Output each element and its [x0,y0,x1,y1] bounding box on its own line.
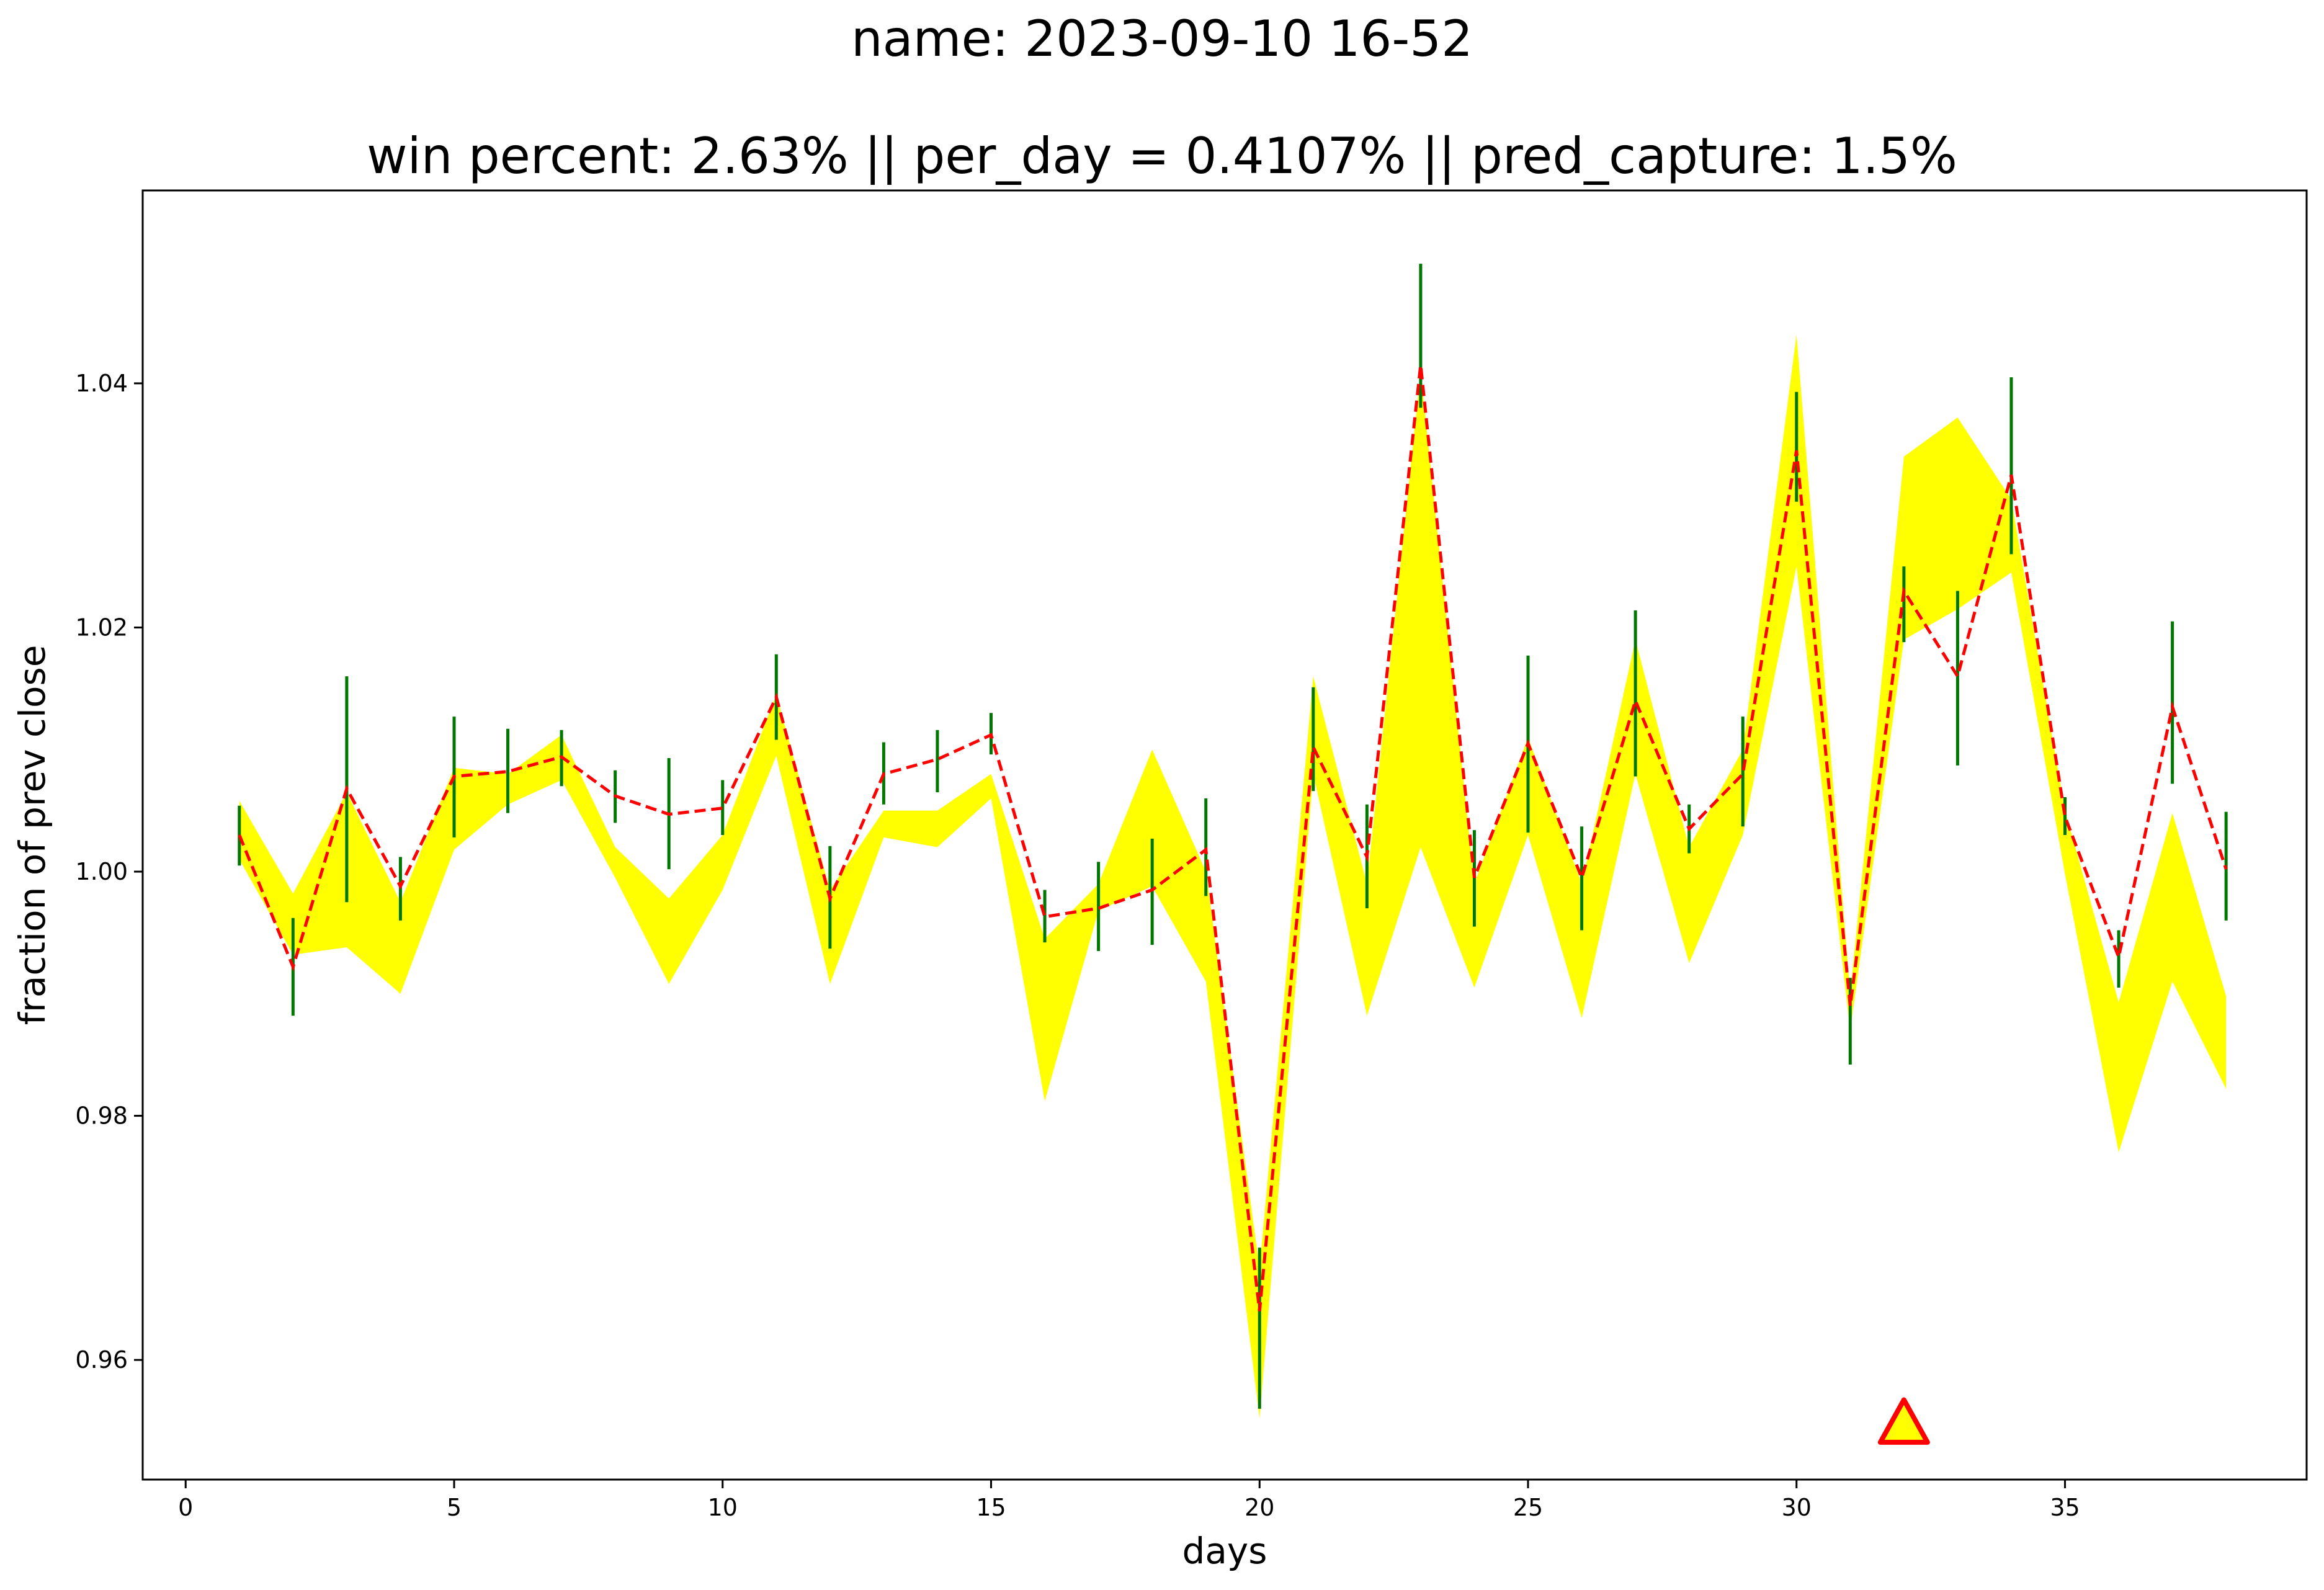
y-tick-label: 1.04 [75,370,128,397]
band-layer [239,334,2227,1419]
y-tick-label: 1.02 [75,614,128,641]
x-tick-label: 30 [1782,1494,1812,1521]
x-tick-label: 5 [447,1494,462,1521]
x-tick-label: 20 [1245,1494,1274,1521]
y-axis-label: fraction of prev close [11,645,53,1025]
x-tick-label: 10 [708,1494,738,1521]
prediction-line [238,365,2228,1311]
x-tick-label: 15 [976,1494,1006,1521]
chart-subtitle: win percent: 2.63% || per_day = 0.4107% … [367,127,1957,185]
y-ticks: 0.96 0.98 1.00 1.02 1.04 [75,370,143,1373]
line-layer [238,365,2228,1311]
marker-layer [1877,1397,1930,1445]
chart-title: name: 2023-09-10 16-52 [851,10,1473,68]
errorbar-layer [238,264,2228,1409]
x-ticks: 0 5 10 15 20 25 30 35 [178,1480,2080,1521]
x-tick-label: 25 [1513,1494,1543,1521]
x-tick-label: 35 [2050,1494,2080,1521]
range-band [239,334,2227,1419]
y-tick-label: 0.96 [75,1346,128,1373]
triangle-marker [1877,1397,1930,1445]
y-tick-label: 1.00 [75,858,128,885]
y-tick-label: 0.98 [75,1102,128,1130]
plot-frame [141,189,2308,1481]
x-tick-label: 0 [178,1494,193,1521]
x-axis-label: days [1182,1530,1267,1572]
